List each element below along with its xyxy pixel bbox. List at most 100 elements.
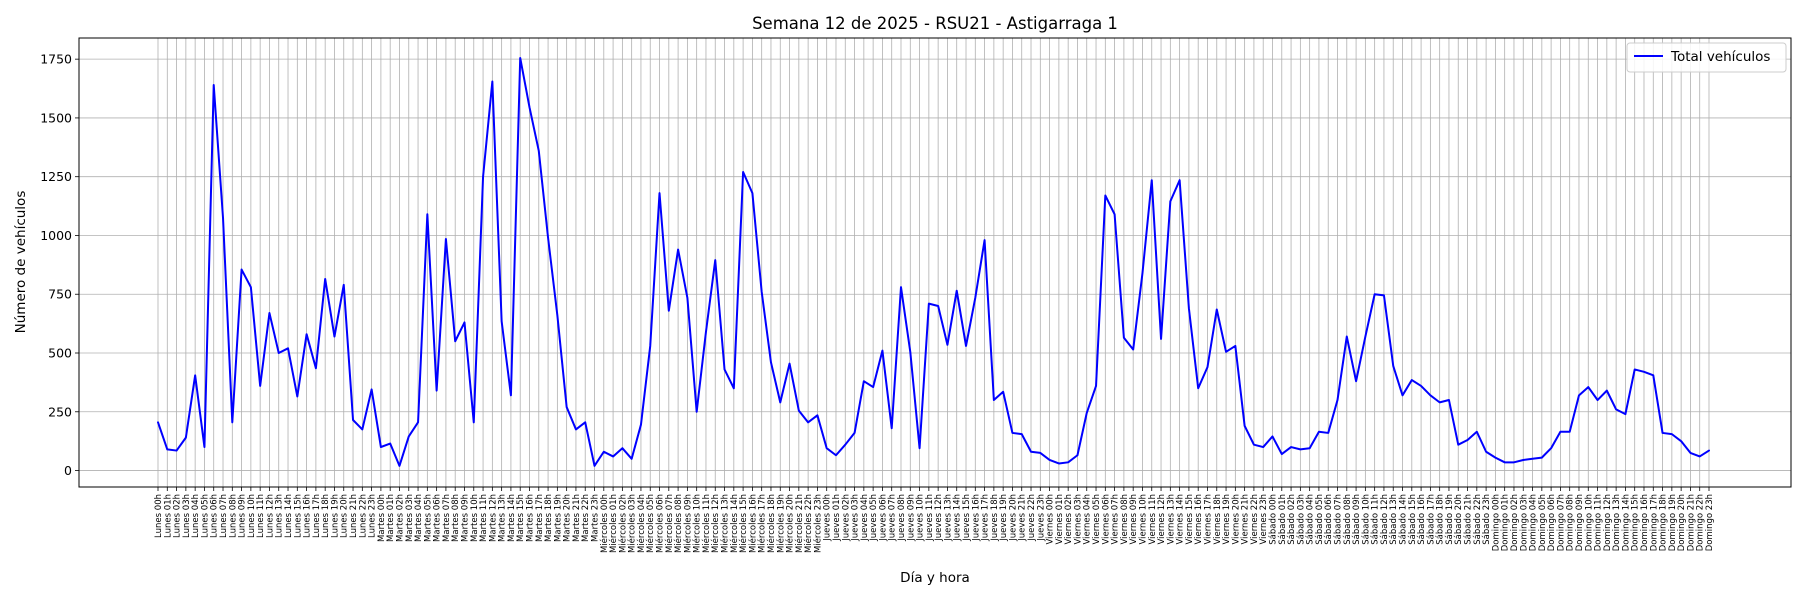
x-tick-label: Lunes 12h: [265, 494, 275, 538]
x-tick-label: Jueves 19h: [999, 494, 1009, 542]
x-tick-label: Lunes 10h: [247, 494, 257, 538]
x-tick-label: Sábado 16h: [1417, 494, 1427, 545]
x-tick-label: Martes 11h: [479, 494, 489, 542]
y-tick-label: 750: [48, 287, 72, 302]
x-tick-label: Sábado 15h: [1408, 494, 1418, 545]
x-tick-label: Martes 08h: [451, 494, 461, 542]
x-tick-label: Martes 14h: [507, 494, 517, 542]
x-tick-label: Sábado 13h: [1389, 494, 1399, 545]
x-tick-label: Lunes 06h: [210, 494, 220, 538]
x-tick-label: Viernes 21h: [1241, 494, 1251, 545]
x-tick-label: Sábado 19h: [1445, 494, 1455, 545]
x-tick-label: Domingo 07h: [1556, 494, 1566, 551]
x-tick-label: Viernes 08h: [1120, 494, 1130, 545]
x-tick-label: Sábado 10h: [1361, 494, 1371, 545]
x-tick-label: Martes 23h: [591, 494, 601, 542]
legend-label: Total vehículos: [1670, 49, 1770, 65]
x-tick-label: Viernes 06h: [1101, 494, 1111, 545]
x-tick-label: Jueves 17h: [981, 494, 991, 542]
x-tick-label: Lunes 15h: [293, 494, 303, 538]
x-tick-label: Miércoles 07h: [664, 494, 675, 553]
x-tick-label: Lunes 09h: [238, 494, 248, 538]
y-tick-label: 500: [48, 346, 72, 361]
x-tick-label: Miércoles 04h: [636, 494, 647, 553]
x-tick-label: Martes 07h: [442, 494, 452, 542]
x-tick-label: Martes 15h: [516, 494, 526, 542]
x-tick-label: Jueves 22h: [1027, 494, 1037, 542]
x-tick-label: Jueves 20h: [1008, 494, 1018, 542]
x-tick-label: Lunes 21h: [349, 494, 359, 538]
x-tick-label: Sábado 09h: [1352, 494, 1362, 545]
x-tick-label: Domingo 23h: [1705, 494, 1715, 551]
x-tick-label: Jueves 18h: [990, 494, 1000, 542]
x-tick-label: Domingo 16h: [1640, 494, 1650, 551]
x-tick-label: Viernes 01h: [1055, 494, 1065, 545]
y-tick-label: 1500: [40, 110, 72, 125]
x-tick-label: Viernes 22h: [1250, 494, 1260, 545]
y-tick-label: 0: [64, 463, 72, 478]
x-tick-label: Jueves 11h: [925, 494, 935, 542]
x-tick-label: Miércoles 03h: [627, 494, 638, 553]
x-tick-label: Sábado 05h: [1315, 494, 1325, 545]
x-tick-label: Sábado 01h: [1278, 494, 1288, 545]
x-tick-label: Martes 16h: [525, 494, 535, 542]
x-tick-label: Viernes 14h: [1176, 494, 1186, 545]
x-tick-label: Lunes 19h: [330, 494, 340, 538]
x-tick-label: Viernes 23h: [1259, 494, 1269, 545]
chart-title: Semana 12 de 2025 - RSU21 - Astigarraga …: [752, 14, 1118, 33]
x-tick-label: Jueves 06h: [878, 494, 888, 542]
x-tick-label: Miércoles 19h: [775, 494, 786, 553]
x-tick-label: Martes 20h: [563, 494, 573, 542]
x-tick-label: Sábado 22h: [1473, 494, 1483, 545]
x-tick-label: Martes 05h: [423, 494, 433, 542]
x-tick-label: Sábado 18h: [1436, 494, 1446, 545]
legend: Total vehículos: [1626, 42, 1787, 73]
grid: [79, 38, 1791, 487]
x-tick-label: Martes 01h: [386, 494, 396, 542]
x-tick-label: Viernes 20h: [1231, 494, 1241, 545]
x-tick-label: Sábado 14h: [1399, 494, 1409, 545]
x-tick-label: Miércoles 12h: [710, 494, 721, 553]
x-tick-label: Domingo 04h: [1529, 494, 1539, 551]
x-tick-label: Martes 09h: [460, 494, 470, 542]
x-tick-label: Martes 17h: [535, 494, 545, 542]
x-tick-label: Domingo 21h: [1686, 494, 1696, 551]
x-tick-label: Martes 02h: [395, 494, 405, 542]
x-tick-label: Viernes 10h: [1138, 494, 1148, 545]
x-tick-label: Miércoles 09h: [682, 494, 693, 553]
x-tick-label: Miércoles 08h: [673, 494, 684, 553]
x-tick-label: Sábado 00h: [1268, 494, 1278, 545]
x-tick-label: Lunes 23h: [368, 494, 378, 538]
x-tick-label: Jueves 01h: [832, 494, 842, 542]
x-tick-label: Viernes 04h: [1083, 494, 1093, 545]
x-tick-label: Jueves 03h: [851, 494, 861, 542]
series-line-total-vehiculos: [157, 56, 1710, 467]
x-tick-label: Jueves 16h: [971, 494, 981, 542]
x-tick-label: Domingo 02h: [1510, 494, 1520, 551]
x-tick-label: Miércoles 05h: [645, 494, 656, 553]
x-tick-label: Domingo 19h: [1668, 494, 1678, 551]
x-tick-label: Sábado 07h: [1334, 494, 1344, 545]
x-tick-label: Domingo 10h: [1584, 494, 1594, 551]
x-tick-label: Martes 00h: [377, 494, 387, 542]
x-tick-label: Domingo 18h: [1659, 494, 1669, 551]
x-tick-label: Martes 22h: [581, 494, 591, 542]
x-tick-label: Lunes 22h: [358, 494, 368, 538]
x-tick-label: Jueves 10h: [916, 494, 926, 542]
x-tick-label: Jueves 04h: [860, 494, 870, 542]
x-tick-label: Lunes 02h: [173, 494, 183, 538]
x-tick-label: Viernes 09h: [1129, 494, 1139, 545]
x-tick-label: Lunes 14h: [284, 494, 294, 538]
x-tick-label: Viernes 13h: [1166, 494, 1176, 545]
x-tick-label: Jueves 23h: [1036, 494, 1046, 542]
x-tick-label: Lunes 13h: [275, 494, 285, 538]
x-tick-label: Miércoles 16h: [747, 494, 758, 553]
x-tick-label: Miércoles 17h: [757, 494, 768, 553]
x-tick-label: Miércoles 02h: [617, 494, 628, 553]
x-tick-label: Martes 18h: [544, 494, 554, 542]
x-tick-label: Viernes 15h: [1185, 494, 1195, 545]
x-tick-label: Lunes 20h: [340, 494, 350, 538]
x-tick-label: Martes 03h: [405, 494, 415, 542]
x-tick-label: Viernes 17h: [1203, 494, 1213, 545]
x-tick-label: Miércoles 18h: [766, 494, 777, 553]
